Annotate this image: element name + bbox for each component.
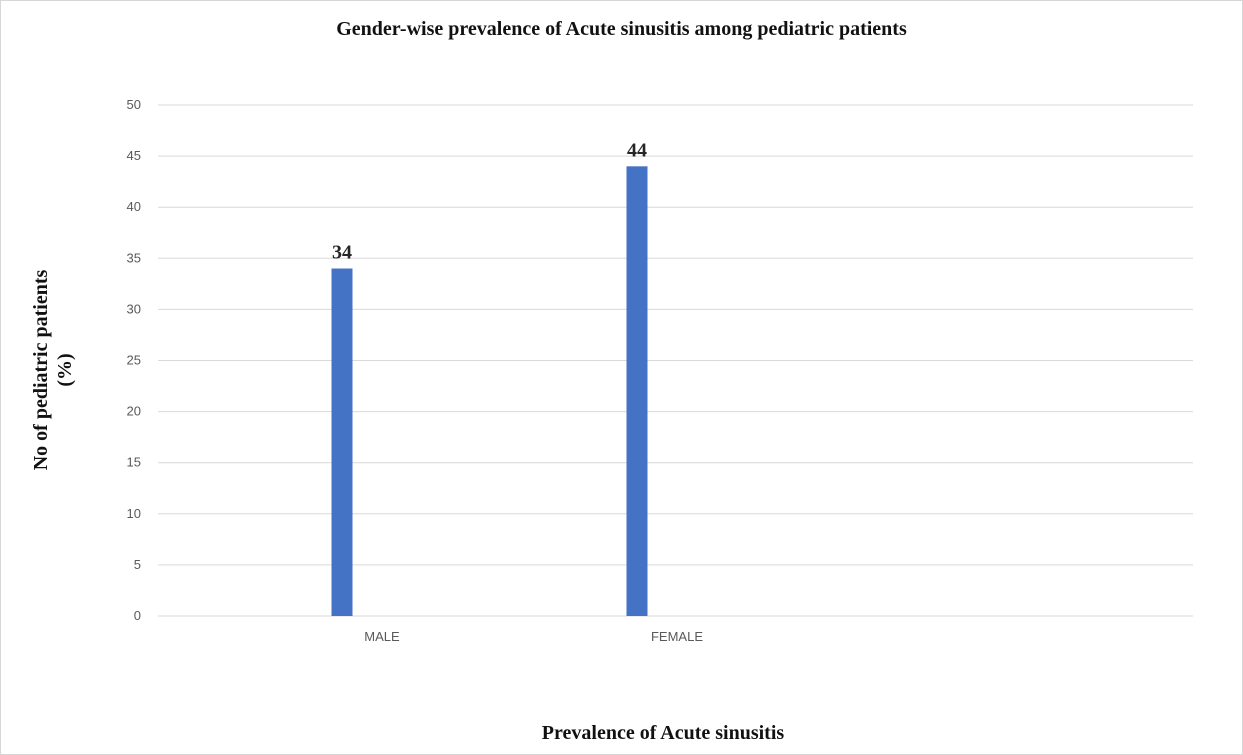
x-tick-label: FEMALE	[651, 629, 703, 644]
gridlines	[158, 104, 1193, 617]
y-tick-label: 10	[127, 506, 141, 521]
bar-male	[331, 268, 353, 616]
x-axis-title: Prevalence of Acute sinusitis	[541, 722, 785, 744]
data-label: 34	[332, 242, 352, 264]
y-tick-label: 45	[127, 148, 141, 163]
chart-title: Gender-wise prevalence of Acute sinusiti…	[336, 18, 907, 40]
bars	[331, 166, 648, 616]
y-tick-label: 30	[127, 301, 141, 316]
y-tick-label: 15	[127, 455, 141, 470]
bar-female	[626, 166, 648, 616]
y-tick-labels: 0 5 10 15 20 25 30 35 40 45 50	[127, 97, 141, 623]
x-tick-label: MALE	[364, 629, 400, 644]
y-tick-label: 50	[127, 97, 141, 112]
y-tick-label: 25	[127, 353, 141, 368]
x-tick-labels: MALE FEMALE	[364, 629, 703, 644]
y-tick-label: 40	[127, 199, 141, 214]
data-labels: 34 44	[332, 139, 647, 263]
y-tick-label: 35	[127, 250, 141, 265]
data-label: 44	[627, 139, 647, 161]
y-tick-label: 0	[134, 608, 141, 623]
y-tick-label: 20	[127, 404, 141, 419]
y-tick-label: 5	[134, 557, 141, 572]
